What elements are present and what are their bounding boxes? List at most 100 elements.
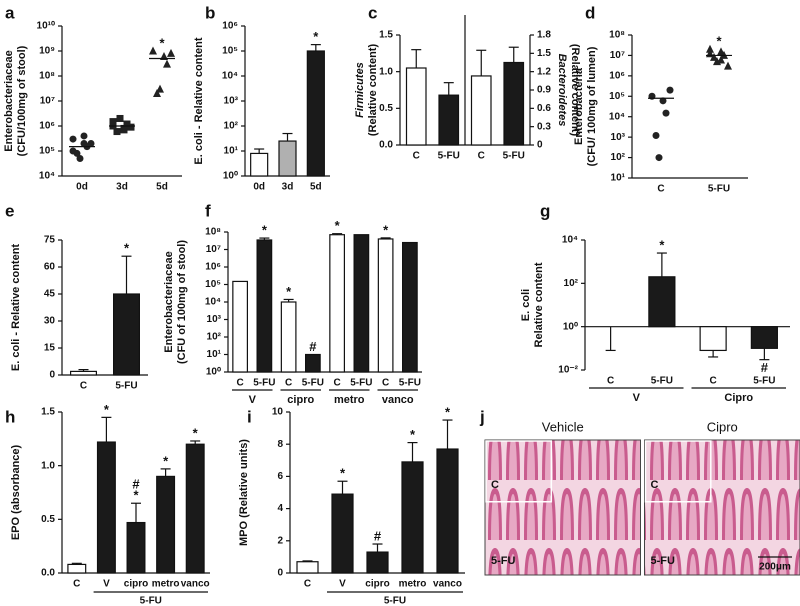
bar <box>305 353 321 373</box>
significance-mark: * <box>262 223 268 238</box>
significance-mark: # <box>132 477 140 492</box>
bar <box>67 563 87 574</box>
x-tick-label: C <box>382 378 389 389</box>
y-tick-label: 10⁸ <box>205 227 221 238</box>
x-tick-label: 5-FU <box>253 378 275 389</box>
group-label: V <box>249 394 257 406</box>
y-tick-label: 10⁷ <box>610 50 625 61</box>
bar <box>648 276 676 328</box>
y-tick-label: 15 <box>44 343 56 354</box>
bar <box>69 370 97 376</box>
bar <box>331 493 354 574</box>
x-tick-label: vanco <box>433 579 462 590</box>
x-tick-label: C <box>478 151 485 162</box>
y-tick-label: 1.5 <box>379 30 393 41</box>
x-tick-label: C <box>304 579 311 590</box>
y-axis-label: Enterobacteriaceae <box>163 251 175 353</box>
y-axis-label: (CFU/100mg of stool) <box>16 45 28 156</box>
x-tick-label: vanco <box>181 579 210 590</box>
y-tick-label: 10⁹ <box>39 46 55 57</box>
point <box>153 88 161 97</box>
y-tick-label: 0.9 <box>537 85 551 96</box>
x-tick-label: 5-FU <box>302 378 324 389</box>
panel-label: c <box>368 3 377 22</box>
y-tick-label: 10⁰ <box>206 367 221 378</box>
significance-mark: * <box>133 488 139 503</box>
significance-mark: * <box>383 222 389 237</box>
x-tick-label: 5-FU <box>503 151 525 162</box>
significance-mark: * <box>163 453 169 468</box>
bar <box>112 293 140 376</box>
panel-label: f <box>205 201 211 220</box>
bar <box>156 475 176 574</box>
significance-mark: # <box>374 528 382 543</box>
y-tick-label: 10⁸ <box>39 71 55 82</box>
point <box>80 132 88 140</box>
y-tick-label: 10⁷ <box>40 96 55 107</box>
y-tick-label: 10⁶ <box>609 70 625 81</box>
x-tick-label: 5d <box>156 182 168 193</box>
significance-mark: * <box>104 402 110 417</box>
y-tick-label: 10⁰ <box>563 321 578 332</box>
point <box>706 44 714 53</box>
x-tick-label: C <box>607 376 614 387</box>
x-tick-label: C <box>80 381 87 392</box>
panel-label: j <box>479 407 485 426</box>
point <box>724 61 732 70</box>
y-axis-label: Bacteroidetes <box>556 54 568 127</box>
y-tick-label: 0.5 <box>41 514 55 525</box>
y-tick-label: 2 <box>277 535 283 546</box>
point <box>87 139 95 147</box>
y-tick-label: 10⁶ <box>205 262 221 273</box>
y-tick-label: 10¹ <box>207 349 222 360</box>
panel-label: b <box>205 3 215 22</box>
y-tick-label: 10¹ <box>224 146 239 157</box>
y-tick-label: 1.8 <box>537 30 551 41</box>
significance-mark: * <box>340 466 346 481</box>
bar <box>96 441 116 574</box>
bar <box>329 234 346 373</box>
point <box>652 132 660 140</box>
y-tick-label: 1.2 <box>537 66 551 77</box>
bar <box>185 443 205 574</box>
x-tick-label: cipro <box>124 579 148 590</box>
significance-mark: * <box>124 241 130 256</box>
y-tick-label: 10 <box>272 407 284 418</box>
lower-label: 5-FU <box>651 555 676 567</box>
panel-label: e <box>5 201 14 220</box>
x-tick-label: 3d <box>282 182 294 193</box>
bar <box>401 461 424 574</box>
bar <box>278 140 297 177</box>
y-tick-label: 10⁶ <box>222 21 238 32</box>
panel-label: h <box>5 407 15 426</box>
x-tick-label: 3d <box>116 182 128 193</box>
x-tick-label: 0d <box>76 182 88 193</box>
x-tick-label: C <box>73 579 80 590</box>
y-tick-label: 75 <box>44 235 56 246</box>
panel-label: a <box>5 3 15 22</box>
x-tick-label: metro <box>399 579 427 590</box>
y-axis-label: EPO (absorbance) <box>10 444 22 540</box>
y-axis-label: (CFU/ 100mg of lumen) <box>586 46 598 166</box>
point <box>123 120 131 128</box>
y-tick-label: 30 <box>44 316 56 327</box>
point <box>655 154 663 162</box>
bar <box>402 241 418 373</box>
point <box>149 46 157 55</box>
y-tick-label: 10² <box>224 121 239 132</box>
significance-mark: # <box>761 360 769 375</box>
significance-mark: * <box>159 35 165 50</box>
x-tick-label: V <box>339 579 346 590</box>
panel-label: g <box>540 201 550 220</box>
lower-label: 5-FU <box>491 555 516 567</box>
group-label: metro <box>334 394 365 406</box>
panel-label: i <box>247 407 252 426</box>
significance-mark: * <box>445 404 451 419</box>
x-tick-label: 5-FU <box>438 151 460 162</box>
group-label: cipro <box>287 394 314 406</box>
bar <box>353 234 370 373</box>
y-tick-label: 10² <box>564 278 579 289</box>
y-axis-label: (Relative content) <box>569 44 581 137</box>
x-tick-label: 5-FU <box>399 378 421 389</box>
bar <box>750 326 778 349</box>
